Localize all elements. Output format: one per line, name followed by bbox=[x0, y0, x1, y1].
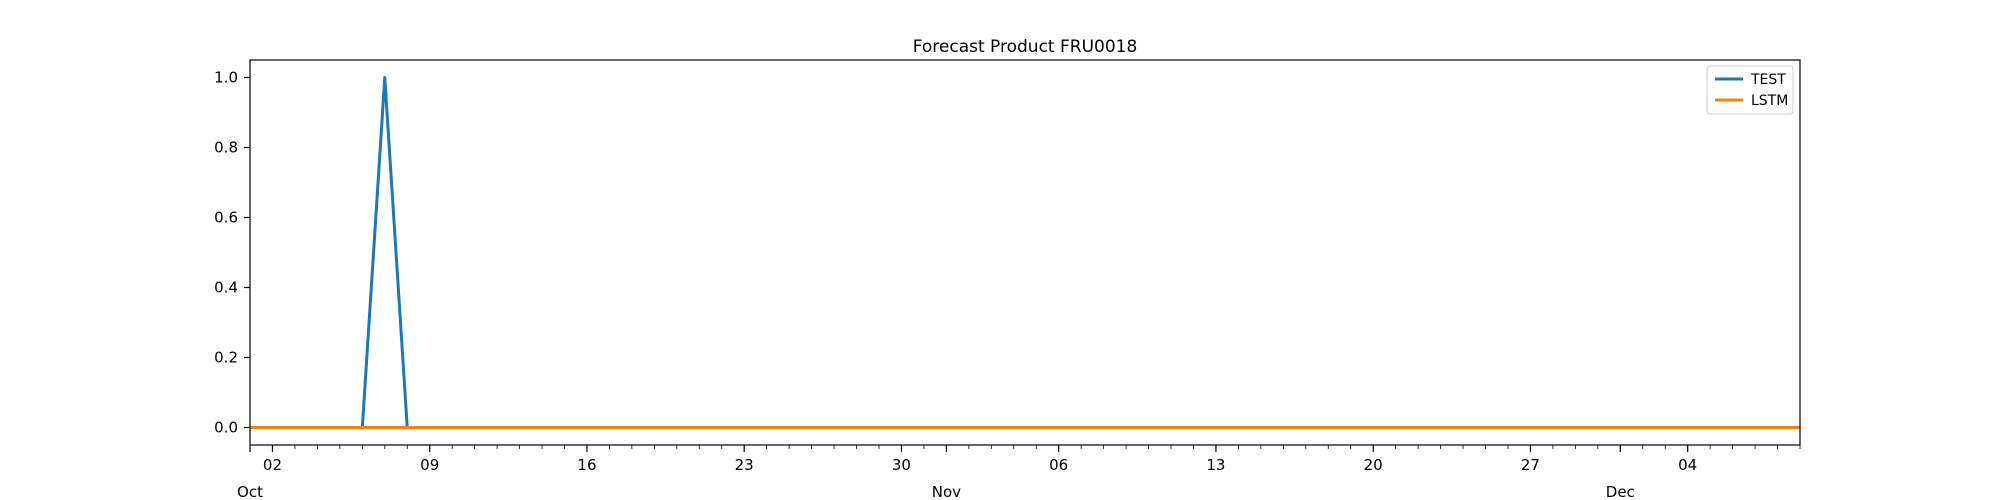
x-tick-label: 23 bbox=[735, 456, 754, 474]
legend-label-test: TEST bbox=[1750, 72, 1786, 88]
y-tick-label: 0.0 bbox=[214, 419, 238, 437]
axes-layer: 0.0 0.2 0.4 0.6 0.8 1.0 02 09 16 23 30 06 13 20 27 04 Oc… bbox=[214, 59, 1801, 500]
series-line-test bbox=[250, 76, 1800, 429]
x-month-label: Nov bbox=[932, 483, 961, 500]
x-month-label: Oct bbox=[237, 483, 263, 500]
y-tick-label: 0.2 bbox=[214, 349, 238, 367]
x-tick-label: 06 bbox=[1049, 456, 1068, 474]
y-tick-label: 0.8 bbox=[214, 139, 238, 157]
legend: TEST LSTM bbox=[1706, 65, 1794, 115]
x-tick-label: 27 bbox=[1521, 456, 1540, 474]
plot-frame bbox=[249, 59, 1801, 446]
x-tick-label: 16 bbox=[577, 456, 596, 474]
legend-label-lstm: LSTM bbox=[1751, 93, 1788, 109]
x-tick-label: 02 bbox=[263, 456, 282, 474]
chart-title: Forecast Product FRU0018 bbox=[913, 37, 1138, 57]
x-tick-label: 04 bbox=[1678, 456, 1697, 474]
x-tick-label: 09 bbox=[420, 456, 439, 474]
y-tick-label: 0.4 bbox=[214, 279, 238, 297]
x-tick-label: 30 bbox=[892, 456, 911, 474]
x-tick-label: 20 bbox=[1364, 456, 1383, 474]
x-month-label: Dec bbox=[1606, 483, 1635, 500]
series-layer bbox=[250, 76, 1800, 429]
y-tick-label: 1.0 bbox=[214, 69, 238, 87]
x-tick-label: 13 bbox=[1206, 456, 1225, 474]
y-tick-label: 0.6 bbox=[214, 209, 238, 227]
